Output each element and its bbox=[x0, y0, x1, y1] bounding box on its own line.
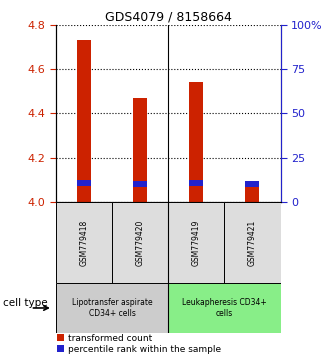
Bar bbox=[189, 179, 203, 186]
Legend: transformed count, percentile rank within the sample: transformed count, percentile rank withi… bbox=[57, 334, 221, 354]
Bar bbox=[168, 283, 280, 333]
Bar bbox=[112, 202, 168, 283]
Bar bbox=[246, 181, 259, 187]
Bar bbox=[56, 202, 112, 283]
Text: GSM779420: GSM779420 bbox=[136, 219, 145, 266]
Bar bbox=[189, 82, 203, 202]
Title: GDS4079 / 8158664: GDS4079 / 8158664 bbox=[105, 11, 232, 24]
Text: GSM779419: GSM779419 bbox=[192, 219, 201, 266]
Bar bbox=[133, 181, 147, 187]
Bar bbox=[77, 40, 91, 202]
Bar bbox=[224, 202, 280, 283]
Text: Lipotransfer aspirate
CD34+ cells: Lipotransfer aspirate CD34+ cells bbox=[72, 298, 152, 318]
Bar bbox=[246, 186, 259, 202]
Text: cell type: cell type bbox=[3, 298, 48, 308]
Text: GSM779418: GSM779418 bbox=[80, 219, 89, 266]
Bar bbox=[56, 283, 168, 333]
Bar bbox=[77, 179, 91, 186]
Bar bbox=[168, 202, 224, 283]
Text: Leukapheresis CD34+
cells: Leukapheresis CD34+ cells bbox=[182, 298, 267, 318]
Bar bbox=[133, 98, 147, 202]
Text: GSM779421: GSM779421 bbox=[248, 219, 257, 266]
